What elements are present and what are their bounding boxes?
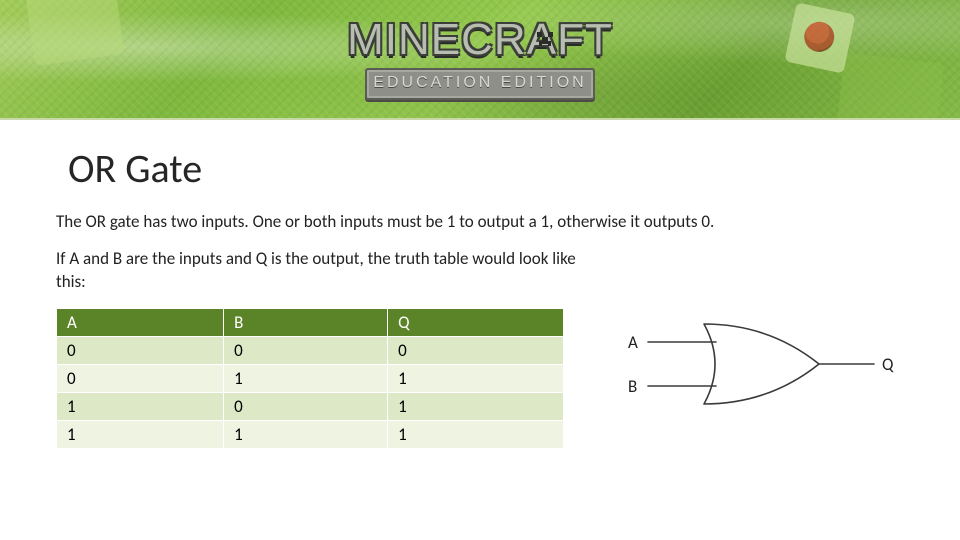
truth-table: A B Q 0 0 0 0 1 1 1 0 bbox=[56, 308, 564, 449]
table-cell: 1 bbox=[224, 420, 388, 448]
decor-block-apple bbox=[784, 2, 855, 73]
gate-input-a-label: A bbox=[628, 332, 638, 353]
table-cell: 0 bbox=[224, 336, 388, 364]
lower-row: A B Q 0 0 0 0 1 1 1 0 bbox=[56, 308, 904, 454]
table-cell: 1 bbox=[57, 392, 224, 420]
table-cell: 1 bbox=[224, 364, 388, 392]
table-body: 0 0 0 0 1 1 1 0 1 1 1 1 bbox=[57, 336, 564, 448]
table-header-q: Q bbox=[388, 308, 564, 336]
table-header-a: A bbox=[57, 308, 224, 336]
or-gate-icon bbox=[604, 314, 904, 454]
decor-block-right bbox=[836, 53, 944, 120]
table-cell: 1 bbox=[57, 420, 224, 448]
gate-output-label: Q bbox=[882, 354, 893, 375]
decor-block-left bbox=[26, 0, 125, 66]
page-title: OR Gate bbox=[68, 144, 904, 193]
logo-main-text: MINECRAFT bbox=[290, 18, 670, 62]
table-header-row: A B Q bbox=[57, 308, 564, 336]
table-cell: 1 bbox=[388, 392, 564, 420]
table-header-b: B bbox=[224, 308, 388, 336]
intro-paragraph: The OR gate has two inputs. One or both … bbox=[56, 211, 904, 234]
minecraft-logo: MINECRAFT EDUCATION EDITION bbox=[290, 18, 670, 100]
gate-input-b-label: B bbox=[628, 376, 637, 397]
table-cell: 0 bbox=[388, 336, 564, 364]
logo-sub-bar: EDUCATION EDITION bbox=[365, 68, 595, 100]
slide-content: OR Gate The OR gate has two inputs. One … bbox=[0, 120, 960, 454]
or-gate-diagram: A B Q bbox=[604, 314, 904, 454]
table-intro-paragraph: If A and B are the inputs and Q is the o… bbox=[56, 248, 576, 294]
table-cell: 1 bbox=[388, 420, 564, 448]
table-row: 1 0 1 bbox=[57, 392, 564, 420]
header-banner: MINECRAFT EDUCATION EDITION bbox=[0, 0, 960, 120]
table-cell: 0 bbox=[57, 336, 224, 364]
table-cell: 1 bbox=[388, 364, 564, 392]
table-cell: 0 bbox=[224, 392, 388, 420]
logo-sub-text: EDUCATION EDITION bbox=[367, 74, 593, 92]
table-cell: 0 bbox=[57, 364, 224, 392]
table-row: 0 0 0 bbox=[57, 336, 564, 364]
table-row: 0 1 1 bbox=[57, 364, 564, 392]
table-row: 1 1 1 bbox=[57, 420, 564, 448]
